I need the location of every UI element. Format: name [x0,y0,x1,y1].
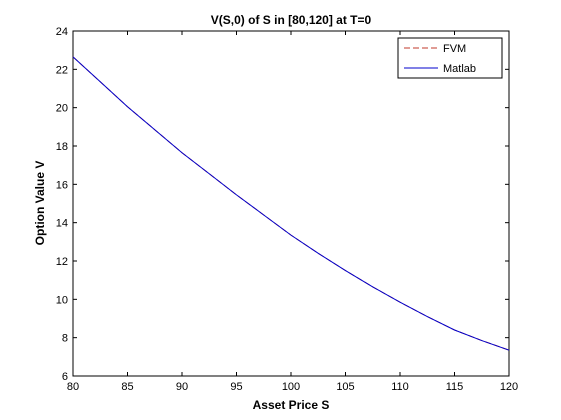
x-axis-ticks: 80 85 90 95 100 105 110 115 120 [67,31,518,393]
series-layer [72,56,510,351]
y-axis-title: Option Value V [33,161,47,246]
series-line-matlab [72,56,510,351]
plot-area [72,30,510,377]
x-tick-label: 80 [67,381,79,393]
y-tick-label: 14 [56,218,68,230]
legend-label-matlab: Matlab [443,63,476,75]
y-tick-label: 16 [56,179,68,191]
x-axis-title: Asset Price S [253,398,330,412]
x-tick-label: 90 [176,381,188,393]
chart-title: V(S,0) of S in [80,120] at T=0 [211,13,372,27]
x-tick-label: 85 [121,381,133,393]
legend-box [397,37,503,79]
y-tick-label: 10 [56,294,68,306]
x-tick-label: 100 [282,381,300,393]
x-tick-label: 110 [391,381,409,393]
x-tick-label: 120 [500,381,518,393]
y-tick-label: 8 [62,333,68,345]
legend-label-fvm: FVM [443,43,466,55]
y-axis-ticks: 6 8 10 12 14 16 18 20 22 24 [56,26,509,383]
y-tick-label: 18 [56,141,68,153]
y-tick-label: 24 [56,26,68,38]
y-tick-label: 22 [56,64,68,76]
y-tick-label: 20 [56,103,68,115]
x-tick-label: 105 [336,381,354,393]
x-tick-label: 95 [230,381,242,393]
legend: FVM Matlab [397,37,503,79]
y-tick-label: 6 [62,371,68,383]
x-tick-label: 115 [446,381,464,393]
y-tick-label: 12 [56,256,68,268]
